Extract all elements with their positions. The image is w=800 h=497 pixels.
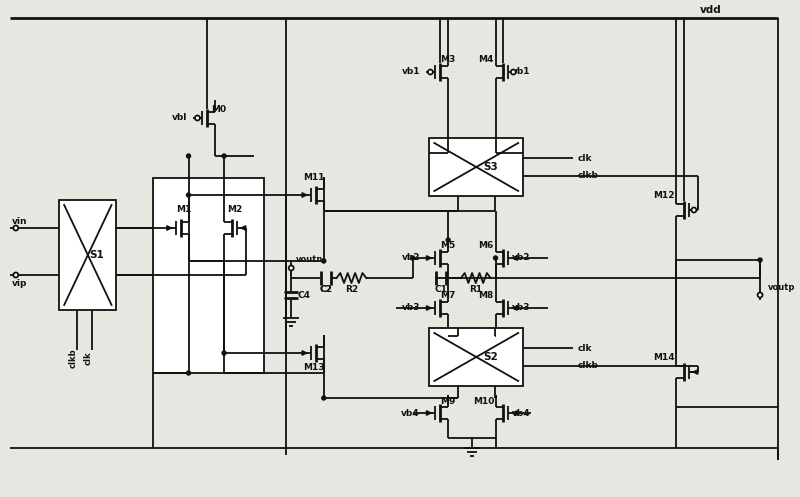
- Circle shape: [186, 154, 190, 158]
- Text: M8: M8: [478, 292, 494, 301]
- Text: voutp: voutp: [768, 282, 795, 292]
- Text: M6: M6: [478, 242, 494, 250]
- Circle shape: [14, 226, 18, 231]
- Bar: [153, 178, 263, 373]
- Text: R2: R2: [345, 285, 358, 295]
- Text: M4: M4: [478, 56, 494, 65]
- Circle shape: [758, 258, 762, 262]
- Circle shape: [428, 70, 433, 75]
- Circle shape: [446, 238, 450, 242]
- Text: S3: S3: [483, 162, 498, 172]
- Text: M2: M2: [227, 205, 242, 215]
- Text: clkb: clkb: [578, 171, 598, 180]
- Circle shape: [289, 265, 294, 270]
- Text: M5: M5: [441, 242, 456, 250]
- Text: M3: M3: [441, 56, 456, 65]
- Text: C1: C1: [434, 285, 448, 295]
- Bar: [59, 200, 117, 310]
- Circle shape: [691, 208, 696, 213]
- Text: M11: M11: [303, 172, 325, 181]
- Circle shape: [222, 351, 226, 355]
- Text: S2: S2: [483, 352, 498, 362]
- Circle shape: [195, 115, 200, 120]
- Circle shape: [758, 293, 762, 298]
- Text: S1: S1: [89, 250, 104, 260]
- Text: vin: vin: [12, 217, 27, 226]
- Circle shape: [511, 70, 516, 75]
- Text: vb3: vb3: [402, 304, 420, 313]
- Circle shape: [186, 371, 190, 375]
- Text: M10: M10: [473, 397, 494, 406]
- Text: clk: clk: [578, 154, 592, 163]
- Bar: [430, 138, 523, 196]
- Text: R1: R1: [470, 285, 482, 295]
- Text: voutn: voutn: [296, 255, 323, 264]
- Circle shape: [14, 272, 18, 277]
- Text: C4: C4: [298, 291, 310, 300]
- Circle shape: [322, 259, 326, 263]
- Circle shape: [322, 396, 326, 400]
- Circle shape: [411, 256, 414, 260]
- Circle shape: [222, 154, 226, 158]
- Text: vb1: vb1: [512, 68, 530, 77]
- Circle shape: [186, 193, 190, 197]
- Text: M0: M0: [211, 104, 226, 113]
- Text: vdd: vdd: [700, 5, 722, 15]
- Text: C2: C2: [319, 285, 332, 295]
- Text: vb2: vb2: [402, 253, 420, 262]
- Text: M14: M14: [654, 353, 675, 362]
- Text: vb2: vb2: [512, 253, 530, 262]
- Text: clk: clk: [83, 351, 92, 365]
- Text: M1: M1: [176, 205, 191, 215]
- Text: vb1: vb1: [402, 68, 420, 77]
- Circle shape: [494, 256, 498, 260]
- Text: vb4: vb4: [512, 409, 530, 417]
- Text: clkb: clkb: [578, 361, 598, 370]
- Text: vbl: vbl: [172, 112, 187, 121]
- Text: clk: clk: [578, 344, 592, 353]
- Text: M9: M9: [441, 397, 456, 406]
- Text: C2: C2: [319, 285, 332, 295]
- Text: M13: M13: [303, 363, 325, 372]
- Bar: [430, 328, 523, 386]
- Text: M7: M7: [441, 292, 456, 301]
- Text: vb4: vb4: [402, 409, 420, 417]
- Text: vip: vip: [12, 278, 27, 287]
- Text: M12: M12: [654, 191, 675, 200]
- Text: clkb: clkb: [69, 348, 78, 368]
- Text: vb3: vb3: [512, 304, 530, 313]
